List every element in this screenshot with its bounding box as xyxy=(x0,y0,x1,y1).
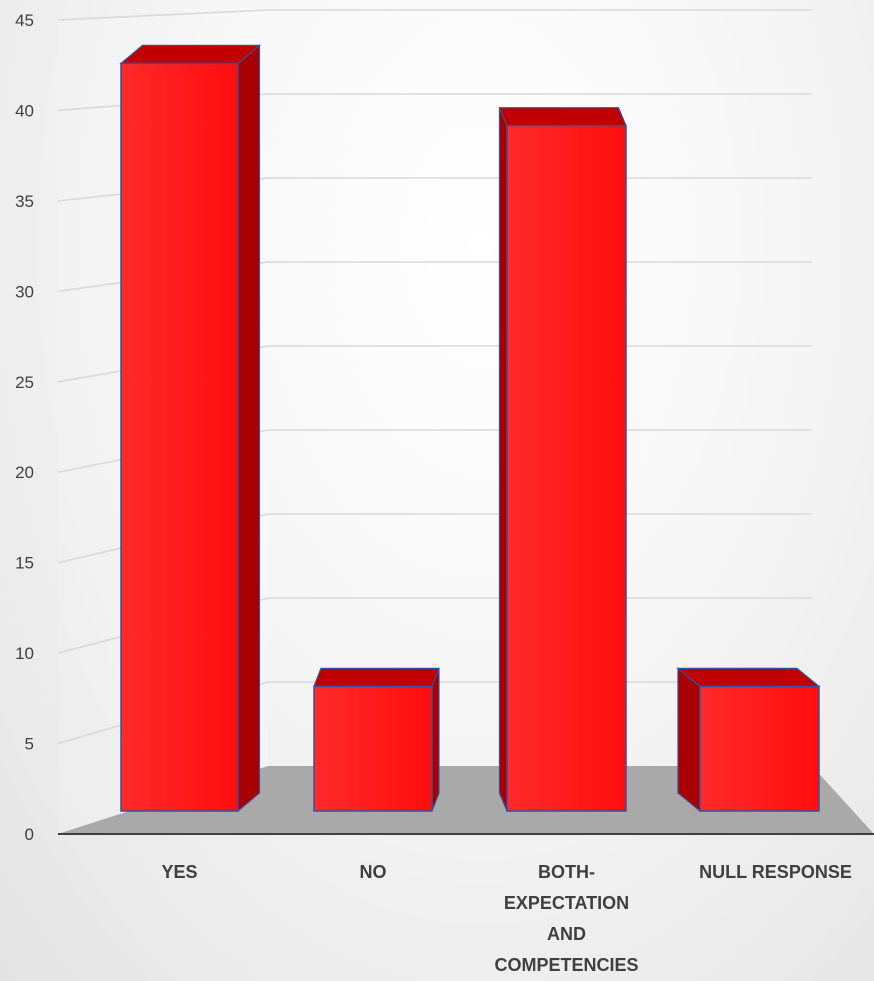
y-tick-label: 15 xyxy=(15,554,34,573)
y-tick-label: 30 xyxy=(15,282,34,301)
bar-top xyxy=(498,107,627,127)
bar-side xyxy=(498,107,508,812)
bar-front xyxy=(313,685,433,812)
bar-3 xyxy=(676,667,821,813)
y-tick-label: 25 xyxy=(15,373,34,392)
x-tick-label: BOTH-EXPECTATION AND COMPETENCIES xyxy=(494,862,638,975)
y-tick-label: 0 xyxy=(25,825,34,844)
y-tick-label: 45 xyxy=(15,11,34,30)
y-tick-label: 40 xyxy=(15,101,34,120)
bar-front xyxy=(699,685,820,812)
x-tick-label: YES xyxy=(161,862,197,882)
bar-top xyxy=(676,667,821,688)
bar-side xyxy=(237,44,261,813)
y-tick-label: 35 xyxy=(15,192,34,211)
bar-front xyxy=(506,124,627,812)
y-tick-label: 10 xyxy=(15,644,34,663)
y-tick-label: 20 xyxy=(15,463,34,482)
x-tick-label: NO xyxy=(360,862,387,882)
bar-1 xyxy=(313,667,440,812)
bar-top xyxy=(119,44,262,65)
bar-2 xyxy=(498,107,627,812)
bar-0 xyxy=(119,44,262,813)
bar-side xyxy=(677,667,701,813)
y-tick-label: 5 xyxy=(25,735,34,754)
x-axis-labels: YES NO BOTH-EXPECTATION AND COMPETENCIES NULL… xyxy=(161,862,851,975)
bar-side xyxy=(431,668,440,812)
x-tick-label: NULL RESPONSE xyxy=(699,862,852,882)
y-axis-ticks: 0 5 10 15 20 25 30 35 40 45 xyxy=(15,11,34,844)
bar-front xyxy=(120,62,239,812)
bars xyxy=(119,44,821,813)
gridline-side xyxy=(57,9,269,21)
bar-top xyxy=(313,667,440,688)
chart-floor xyxy=(58,766,874,834)
